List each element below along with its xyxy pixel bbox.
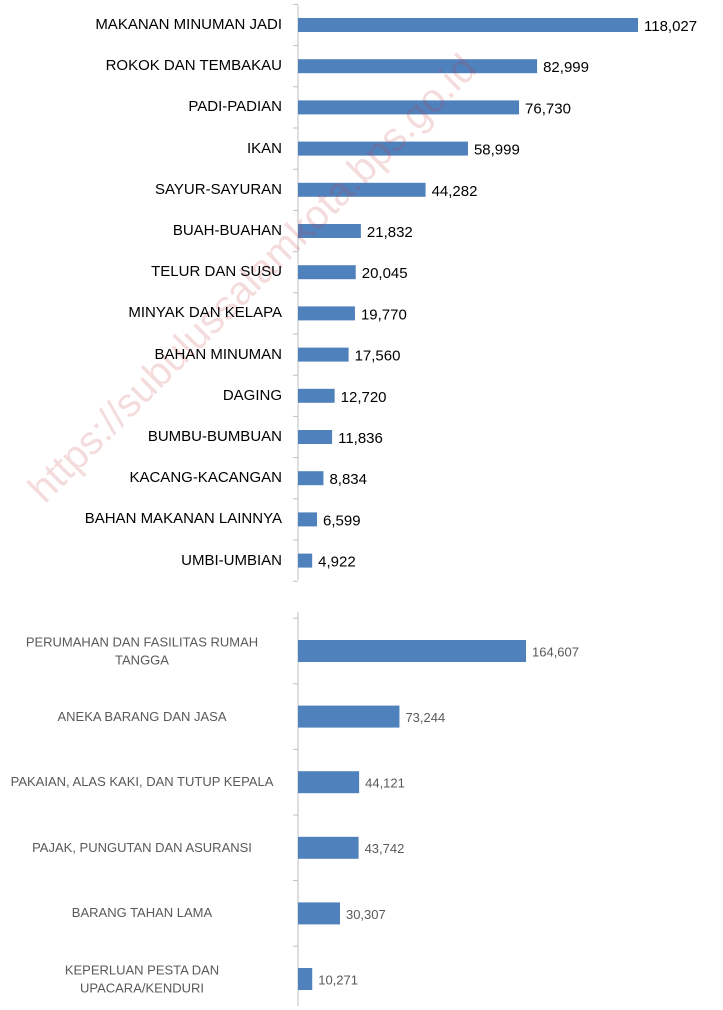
category-label: DAGING [222, 386, 282, 404]
category-label: BARANG TAHAN LAMA [71, 905, 213, 921]
bar [298, 182, 426, 197]
value-label: 44,282 [432, 183, 478, 200]
value-label: 11,836 [338, 430, 383, 447]
category-label: IKAN [246, 139, 282, 157]
bar [298, 705, 400, 728]
category-label: BAHAN MAKANAN LAINNYA [84, 510, 282, 528]
category-label: KEPERLUAN PESTA DAN UPACARA/KENDURI [64, 962, 220, 995]
bar [298, 100, 520, 115]
category-label: MAKANAN MINUMAN JADI [95, 15, 282, 33]
category-label: PAJAK, PUNGUTAN DAN ASURANSI [32, 840, 252, 856]
bar [298, 430, 333, 444]
bar [298, 471, 324, 486]
bar [298, 553, 313, 568]
value-label: 12,720 [341, 389, 387, 406]
category-label: MINYAK DAN KELAPA [128, 304, 282, 322]
category-label: TELUR DAN SUSU [151, 263, 282, 281]
bar [298, 18, 638, 32]
category-label: SAYUR-SAYURAN [155, 180, 282, 198]
bar [298, 141, 468, 156]
bar [298, 902, 340, 925]
category-label: ROKOK DAN TEMBAKAU [105, 57, 282, 75]
value-label: 30,307 [346, 907, 386, 922]
bar [298, 771, 360, 794]
category-label: ANEKA BARANG DAN JASA [57, 708, 227, 724]
bar [298, 306, 355, 321]
bar [298, 968, 313, 990]
category-label: PERUMAHAN DAN FASILITAS RUMAH TANGGA [25, 634, 259, 667]
category-label: BUAH-BUAHAN [172, 221, 282, 239]
category-label: PADI-PADIAN [188, 98, 282, 116]
value-label: 164,607 [532, 644, 579, 659]
value-label: 20,045 [362, 265, 408, 282]
bar [298, 224, 361, 238]
value-label: 17,560 [355, 348, 401, 365]
value-label: 44,121 [365, 776, 405, 791]
value-label: 4,922 [318, 554, 356, 571]
bar [298, 347, 349, 362]
bar [298, 265, 356, 280]
bar [298, 836, 359, 859]
category-label: UMBI-UMBIAN [181, 551, 282, 569]
value-label: 8,834 [329, 471, 367, 488]
bar [298, 512, 318, 527]
value-label: 19,770 [361, 306, 407, 323]
value-label: 76,730 [525, 100, 571, 117]
category-label: BAHAN MINUMAN [154, 345, 282, 363]
category-label: BUMBU-BUMBUAN [147, 427, 282, 445]
value-label: 10,271 [318, 972, 358, 987]
value-label: 21,832 [367, 224, 413, 241]
value-label: 82,999 [543, 59, 589, 76]
value-label: 73,244 [405, 710, 445, 725]
bar [298, 388, 335, 403]
bar [298, 59, 538, 74]
category-label: PAKAIAN, ALAS KAKI, DAN TUTUP KEPALA [10, 774, 274, 790]
value-label: 43,742 [365, 841, 405, 856]
value-label: 6,599 [323, 512, 361, 529]
value-label: 58,999 [474, 142, 520, 159]
category-label: KACANG-KACANGAN [129, 469, 282, 487]
value-label: 118,027 [644, 18, 697, 35]
bar [298, 640, 526, 662]
